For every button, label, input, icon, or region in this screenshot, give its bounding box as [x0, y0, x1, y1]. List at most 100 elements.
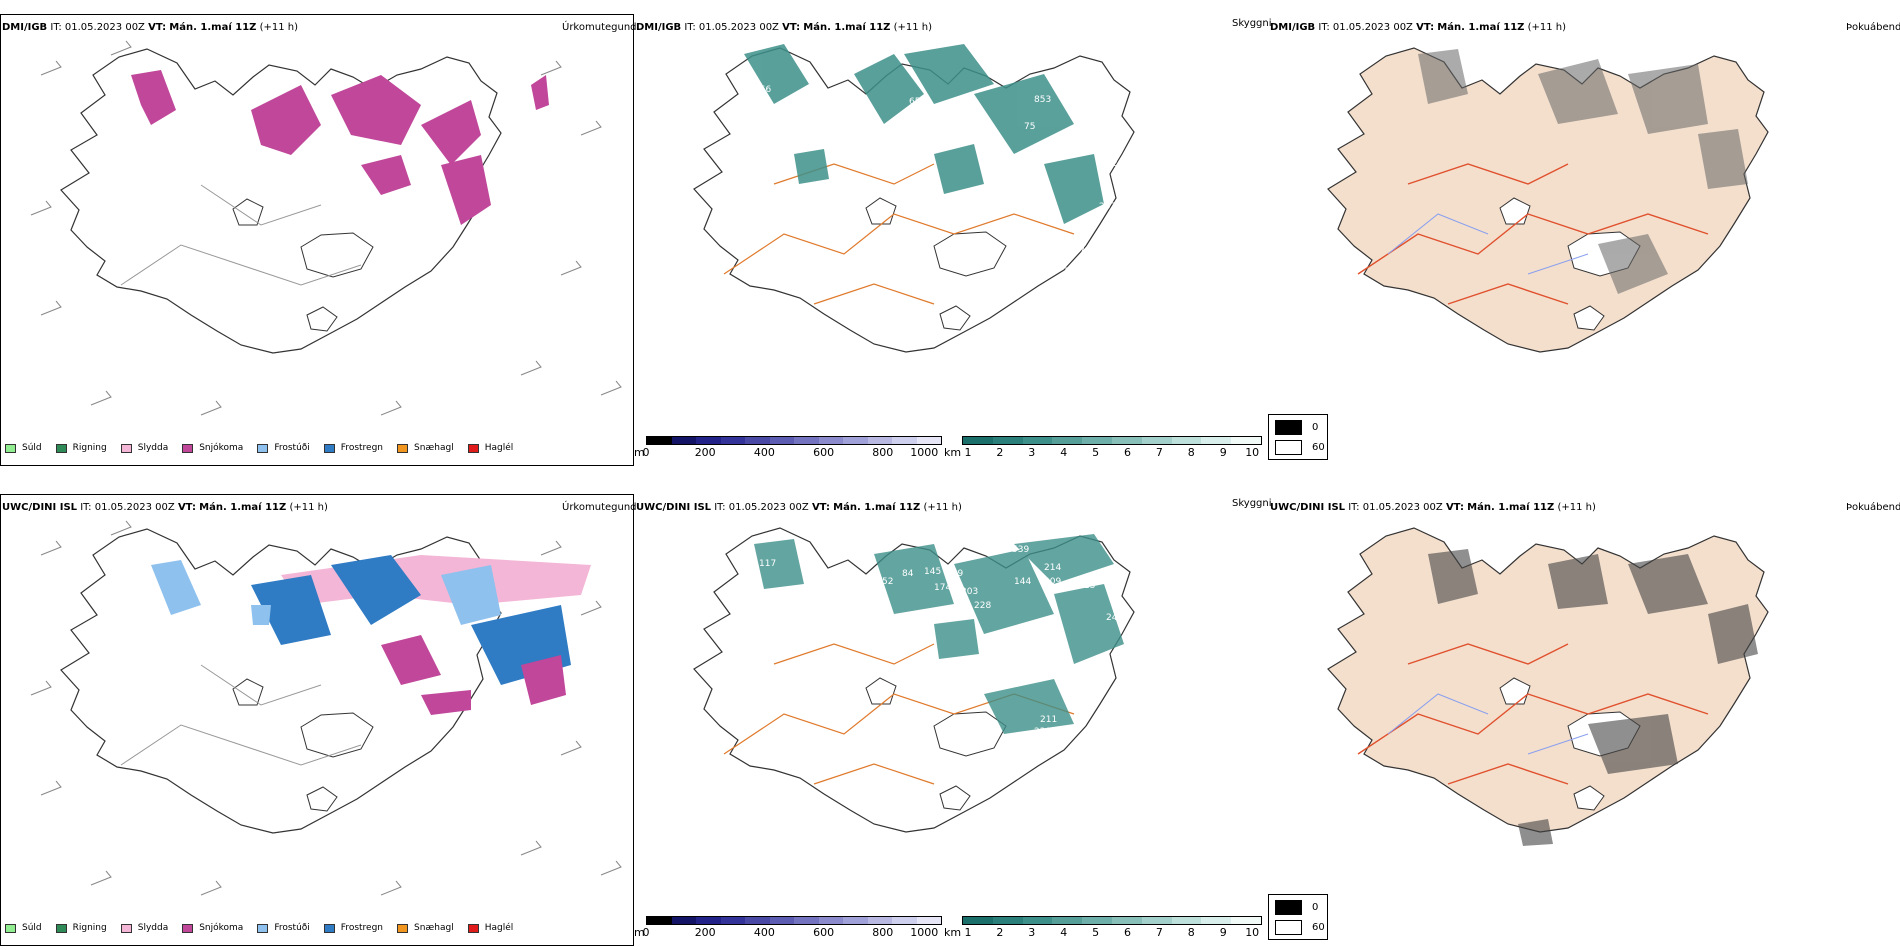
- legend-swatch: [55, 923, 67, 933]
- vis-label: 220: [1034, 727, 1051, 737]
- model-name: DMI/IGB: [636, 22, 682, 33]
- vis-label: 252: [1099, 202, 1116, 212]
- visibility-tick: 8: [1187, 446, 1195, 459]
- vis-label: 157: [929, 119, 946, 129]
- it-value: 01.05.2023 00Z: [728, 502, 809, 513]
- vis-label: 145: [964, 132, 981, 142]
- visibility-tick: 5: [1092, 926, 1100, 939]
- visibility-tick: 1: [964, 926, 972, 939]
- vt-value: Mán. 1.maí 11Z: [199, 502, 287, 513]
- it-value: 01.05.2023 00Z: [698, 22, 779, 33]
- visibility-color-step: [1111, 437, 1142, 444]
- it-value: 01.05.2023 00Z: [64, 22, 145, 33]
- fog-shading: [1418, 49, 1748, 294]
- vis-label: 247: [1106, 613, 1123, 623]
- visibility-color-step: [1141, 437, 1172, 444]
- elevation-color-step: [696, 917, 721, 924]
- legend-swatch: [182, 923, 194, 933]
- vis-label: 202: [1112, 159, 1129, 169]
- elevation-color-step: [843, 917, 868, 924]
- fog-swatch: [1275, 900, 1302, 915]
- vt-value: Mán. 1.maí 11Z: [833, 502, 921, 513]
- elevation-color-step: [892, 917, 917, 924]
- legend-item: Snjókoma: [182, 443, 243, 453]
- legend-item: Haglél: [467, 443, 513, 453]
- legend-item: Frostregn: [323, 923, 383, 933]
- header-bottom-visibility: UWC/DINI ISL IT: 01.05.2023 00Z VT: Mán.…: [636, 502, 962, 514]
- elevation-tick: 0: [642, 446, 650, 459]
- vis-label: 166: [754, 85, 771, 95]
- fog-legend-top: 0 60: [1268, 414, 1328, 460]
- elevation-tick: 400: [753, 926, 775, 939]
- precip-type-map-top: [30, 40, 622, 416]
- elevation-color-step: [769, 437, 794, 444]
- fog-swatch: [1275, 420, 1302, 435]
- elevation-color-step: [916, 437, 941, 444]
- legend-label: Snæhagl: [414, 443, 454, 453]
- vis-label: 653: [909, 97, 926, 107]
- fog-legend-bottom: 0 60: [1268, 894, 1328, 940]
- low-visibility-areas: [754, 534, 1124, 734]
- elevation-tick: 200: [694, 926, 716, 939]
- visibility-tick: 9: [1219, 926, 1227, 939]
- visibility-panel-bottom: 117 52 84 145 209 174 203 220 228 539 21…: [634, 494, 1268, 946]
- iceland-outline: [1327, 527, 1769, 833]
- elevation-tick: 1000: [910, 926, 939, 939]
- legend-item: Slydda: [120, 443, 168, 453]
- visibility-strip: [962, 436, 1262, 445]
- visibility-tick: 7: [1155, 926, 1163, 939]
- visibility-tick: 3: [1028, 446, 1036, 459]
- it-label: IT:: [1348, 502, 1360, 513]
- legend-label: Súld: [22, 923, 42, 933]
- panel-title: Úrkomutegund: [562, 502, 637, 513]
- visibility-color-step: [1082, 917, 1112, 924]
- visibility-tick: 10: [1245, 926, 1260, 939]
- wind-barbs: [30, 40, 622, 416]
- elevation-unit: m: [634, 446, 645, 459]
- elevation-tick: 800: [872, 926, 894, 939]
- legend-swatch: [120, 923, 132, 933]
- elevation-tick: 200: [694, 446, 716, 459]
- vis-label: 387: [804, 119, 821, 129]
- visibility-panel-top: 166 387 65 653 157 145 424 853 75 207 20…: [634, 14, 1268, 466]
- visibility-tick: 10: [1245, 446, 1260, 459]
- vt-label: VT:: [1445, 502, 1464, 513]
- vt-label: VT:: [811, 502, 830, 513]
- elevation-color-step: [769, 917, 794, 924]
- vis-label: 203: [961, 587, 978, 597]
- vis-label: 52: [882, 577, 893, 587]
- visibility-tick: 2: [996, 926, 1004, 939]
- vis-label: 144: [1014, 577, 1031, 587]
- visibility-color-step: [1171, 437, 1202, 444]
- legend-item: Súld: [5, 443, 42, 453]
- elevation-tick: 0: [642, 926, 650, 939]
- legend-swatch: [5, 923, 16, 933]
- legend-item: Rigning: [55, 443, 107, 453]
- elevation-color-step: [720, 917, 745, 924]
- header-top-visibility: DMI/IGB IT: 01.05.2023 00Z VT: Mán. 1.ma…: [636, 22, 932, 34]
- fog-swatch: [1275, 920, 1302, 935]
- visibility-color-step: [963, 917, 993, 924]
- vis-label: 234: [889, 247, 906, 257]
- fog-swatch: [1275, 440, 1302, 455]
- legend-item: Frostúði: [257, 923, 310, 933]
- legend-label: Snjókoma: [199, 923, 244, 933]
- elevation-color-step: [867, 437, 892, 444]
- legend-swatch: [397, 923, 409, 933]
- precip-type-panel-bottom: Súld Rigning Slydda Snjókoma Frostúði Fr…: [0, 494, 634, 946]
- header-top-precip: DMI/IGB IT: 01.05.2023 00Z VT: Mán. 1.ma…: [2, 22, 298, 34]
- visibility-color-step: [1082, 437, 1112, 444]
- visibility-color-step: [1141, 917, 1172, 924]
- fog-shading: [1428, 549, 1758, 846]
- it-value: 01.05.2023 00Z: [1362, 502, 1443, 513]
- legend-swatch: [397, 443, 409, 453]
- elevation-color-step: [745, 917, 770, 924]
- low-visibility-areas: [744, 44, 1104, 224]
- legend-swatch: [323, 443, 335, 453]
- visibility-color-step: [992, 917, 1023, 924]
- snowfall-areas: [131, 70, 549, 225]
- model-name: DMI/IGB: [1270, 22, 1316, 33]
- visibility-values-bottom: 117 52 84 145 209 174 203 220 228 539 21…: [759, 545, 1123, 737]
- legend-label: Snæhagl: [414, 923, 454, 933]
- vt-label: VT:: [782, 22, 801, 33]
